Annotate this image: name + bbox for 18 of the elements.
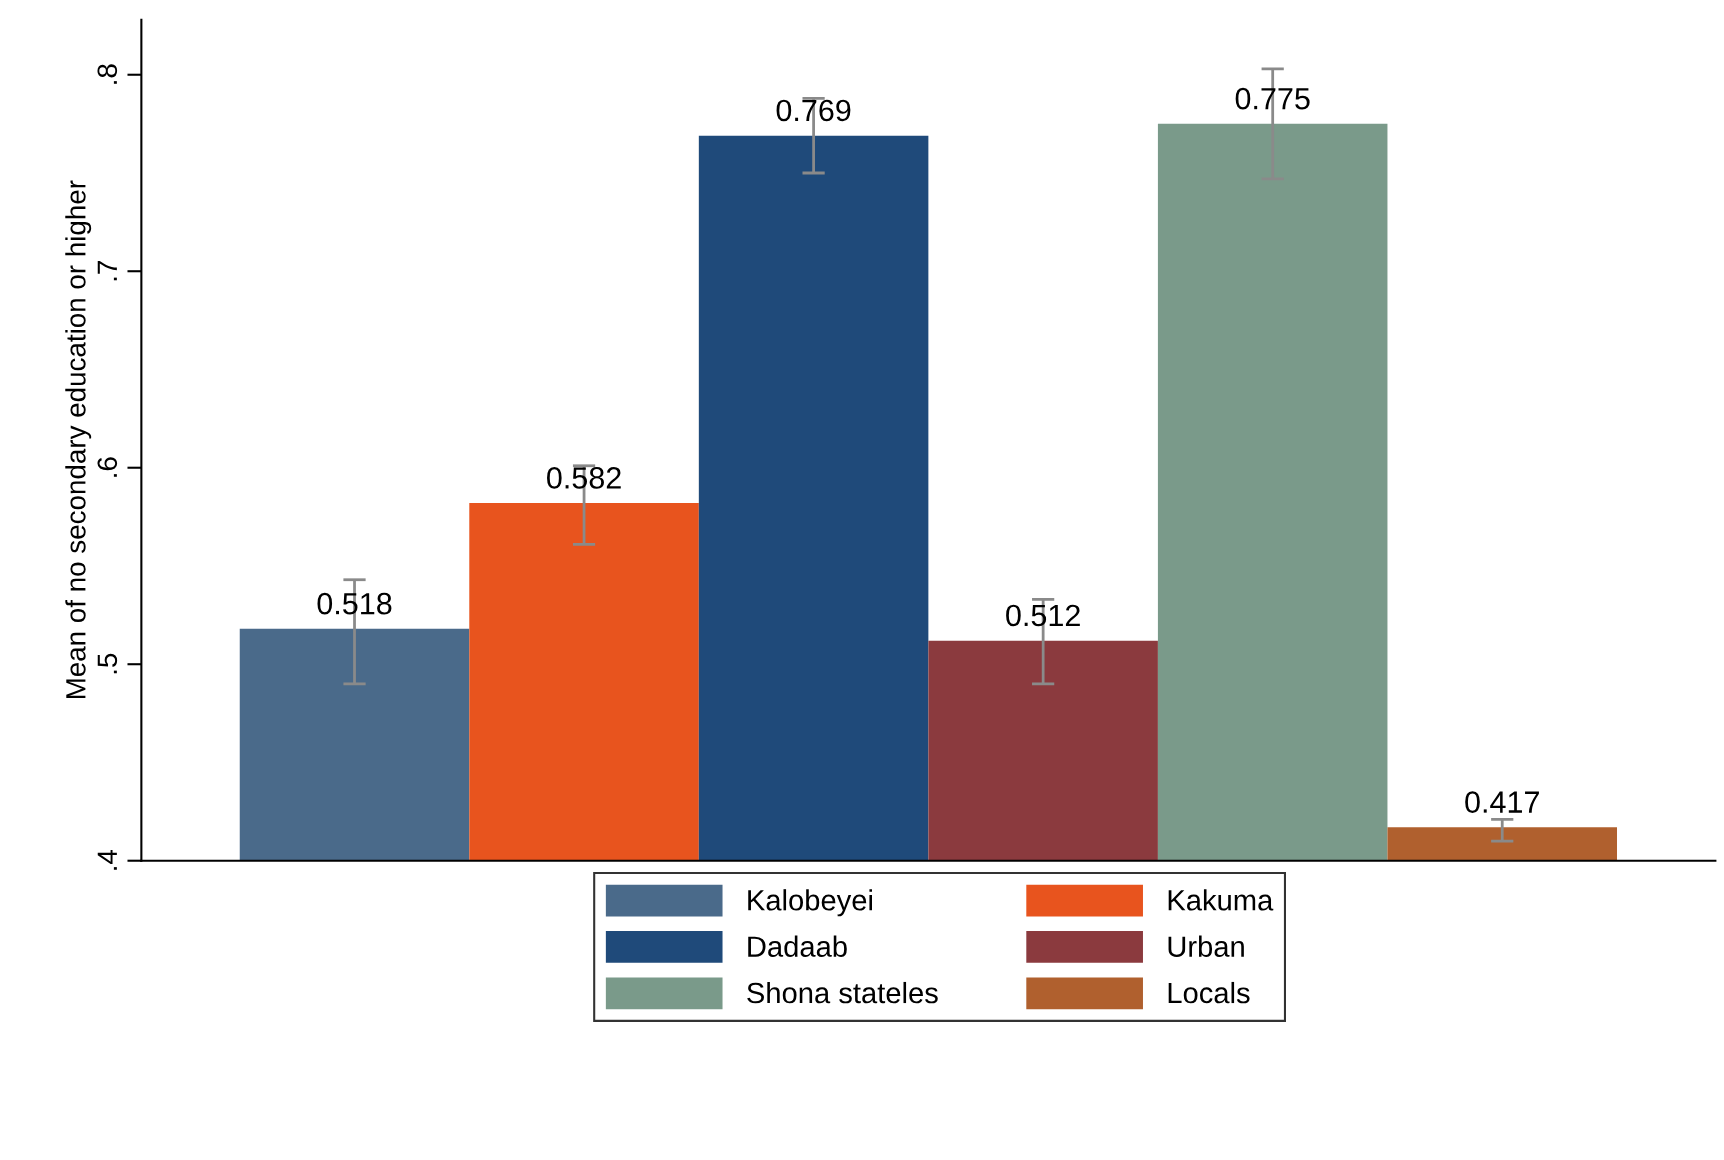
data-label: 0.775 <box>1235 87 1310 110</box>
y-tick-label: .8 <box>97 64 118 84</box>
legend-label: Locals <box>1168 981 1250 1004</box>
y-tick-label: .6 <box>97 457 118 477</box>
data-label: 0.512 <box>1006 604 1080 627</box>
legend-label: Urban <box>1168 935 1244 957</box>
legend-label: Kakuma <box>1168 889 1274 911</box>
legend-label: Shona stateles <box>747 981 938 1004</box>
data-label: 0.769 <box>776 99 851 122</box>
y-axis-title: Mean of no secondary education or higher <box>65 180 92 699</box>
data-label: 0.582 <box>547 467 621 489</box>
y-tick-label: .4 <box>97 849 117 870</box>
legend-label: Dadaab <box>748 935 847 957</box>
data-label: 0.417 <box>1465 791 1539 813</box>
y-tick-label: .5 <box>97 653 118 674</box>
y-tick-label: .7 <box>97 261 117 281</box>
data-label: 0.518 <box>317 592 392 615</box>
legend-label: Kalobeyei <box>748 889 872 917</box>
